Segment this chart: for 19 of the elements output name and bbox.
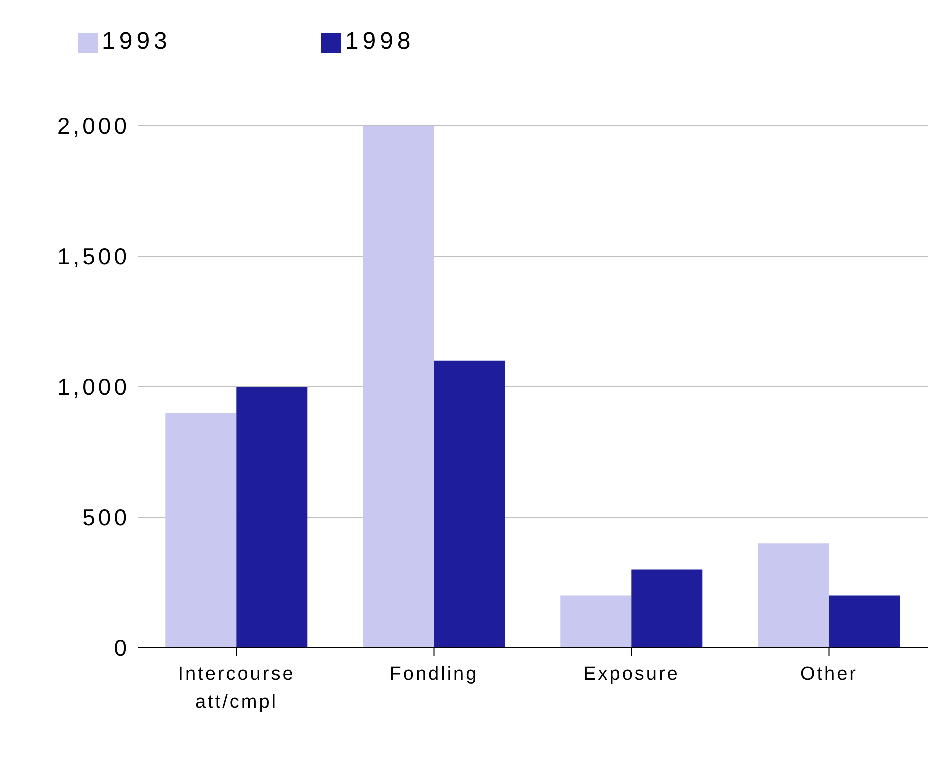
x-tick-label: Exposure <box>584 664 680 685</box>
bar <box>829 596 900 648</box>
y-tick-label: 0 <box>114 635 130 662</box>
bar <box>166 413 237 648</box>
legend-label: 1998 <box>345 28 415 55</box>
y-tick-label: 500 <box>82 504 130 531</box>
x-tick-label: Other <box>800 664 858 685</box>
bar <box>363 126 434 648</box>
x-tick-label: Fondling <box>390 664 479 685</box>
y-tick-label: 1,000 <box>57 374 130 400</box>
bar <box>758 544 830 648</box>
bar <box>632 570 703 648</box>
bar <box>560 596 632 648</box>
legend-label: 1993 <box>102 28 172 55</box>
x-tick-label: Intercourse att/cmpl <box>178 664 296 713</box>
y-tick-label: 1,500 <box>57 244 130 270</box>
bar <box>236 387 308 648</box>
y-tick-label: 2,000 <box>57 113 130 140</box>
bar <box>434 360 506 648</box>
